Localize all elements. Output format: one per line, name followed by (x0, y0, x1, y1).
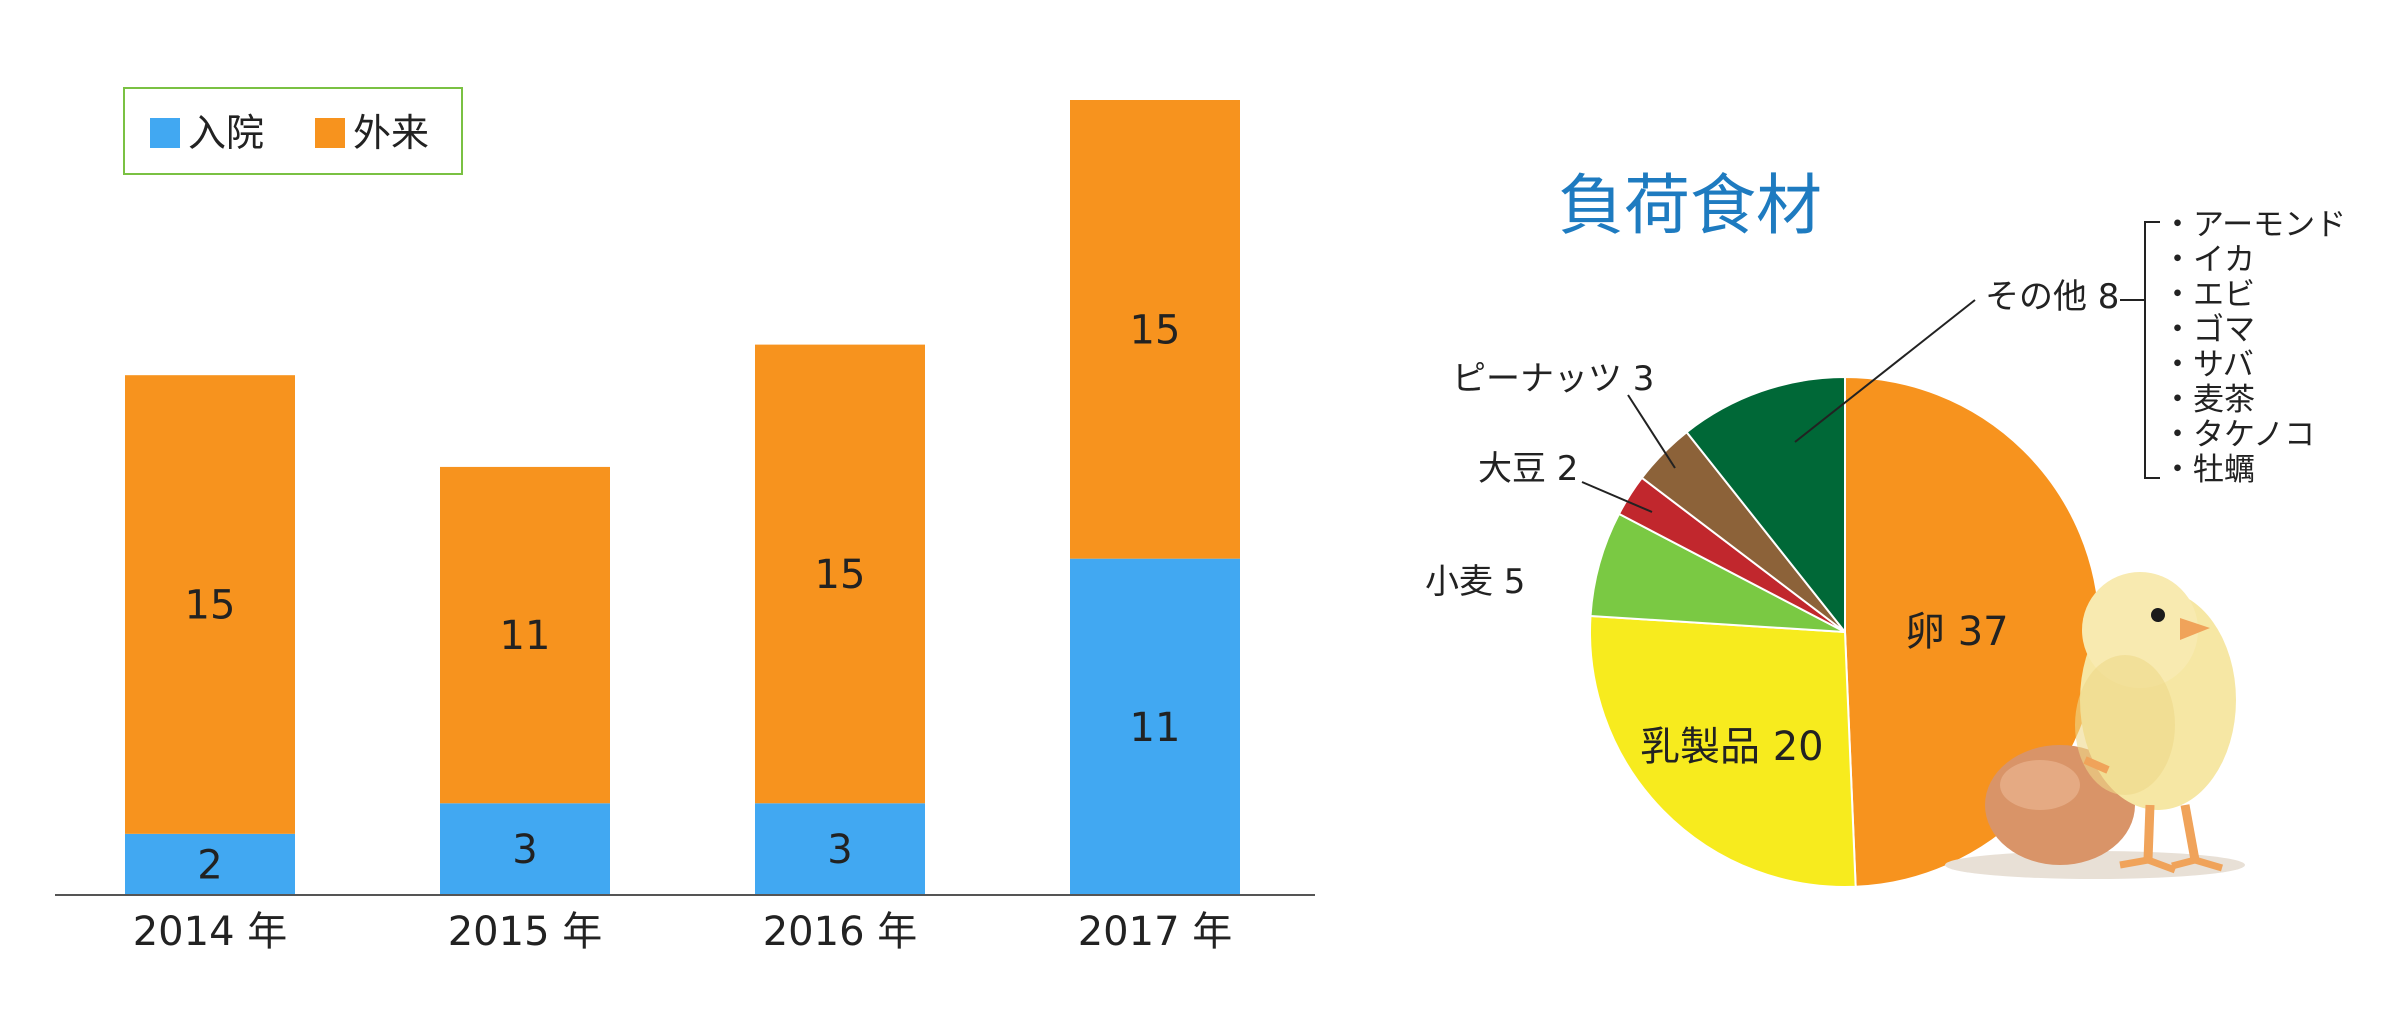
bar-outpatient-0 (125, 375, 295, 834)
x-tick-labels: 2014 年 2015 年 2016 年 2017 年 (133, 909, 1233, 955)
x-tick-label-1: 2015 年 (448, 909, 603, 955)
legend-swatch-inpatient (150, 118, 180, 148)
legend-label-outpatient: 外来 (353, 111, 429, 155)
x-tick-label-3: 2017 年 (1078, 909, 1233, 955)
slice-label-dairy: 乳製品 20 (1640, 724, 1824, 770)
data-label-outpatient-1: 11 (500, 613, 551, 659)
slice-label-peanut: ピーナッツ 3 (1452, 359, 1654, 399)
chick-icon (2075, 572, 2236, 874)
other-breakdown-item: ・ゴマ (2162, 312, 2255, 348)
x-tick-label-2: 2016 年 (763, 909, 918, 955)
pie-chart: 負荷食材 卵 37 乳製品 20 (1425, 167, 2346, 888)
x-tick-label-0: 2014 年 (133, 909, 288, 955)
data-label-inpatient-0: 2 (197, 842, 222, 888)
leader-line-peanut (1627, 394, 1676, 469)
pie-labels: 卵 37 乳製品 20 小麦 5 大豆 2 ピーナッツ 3 その他 8 ・アーモ… (1425, 207, 2346, 770)
other-breakdown-item: ・イカ (2162, 242, 2255, 278)
bar-inpatient-3 (1070, 558, 1240, 895)
pie-slice-dairy (1589, 614, 1857, 888)
other-breakdown-item: ・エビ (2162, 277, 2255, 313)
legend-box (123, 87, 463, 175)
slice-label-soy: 大豆 2 (1478, 449, 1578, 489)
data-label-inpatient-2: 3 (827, 827, 852, 873)
legend-label-inpatient: 入院 (188, 111, 264, 155)
bar-inpatient-1 (440, 803, 610, 895)
bar-series: 2 15 3 11 3 15 11 15 (125, 100, 1240, 895)
legend-swatch-outpatient (315, 118, 345, 148)
data-label-outpatient-0: 15 (185, 583, 236, 629)
other-breakdown-item: ・サバ (2162, 347, 2254, 383)
slice-label-wheat: 小麦 5 (1425, 562, 1525, 602)
legend: 入院 外来 (123, 87, 463, 175)
leader-line-other (1794, 299, 1976, 443)
other-breakdown-list: ・アーモンド・イカ・エビ・ゴマ・サバ・麦茶・タケノコ・牡蠣 (2162, 207, 2346, 488)
bar-chart: 2 15 3 11 3 15 11 15 2014 年 2015 年 2016 年 2017 年 入… (55, 87, 1315, 955)
other-breakdown-item: ・タケノコ (2162, 417, 2315, 453)
bar-inpatient-2 (755, 803, 925, 895)
bar-outpatient-3 (1070, 100, 1240, 559)
data-label-outpatient-2: 15 (815, 552, 866, 598)
chick-egg-illustration (1945, 572, 2245, 879)
slice-label-egg: 卵 37 (1905, 609, 2009, 655)
bar-inpatient-0 (125, 833, 295, 895)
other-breakdown-item: ・アーモンド (2162, 207, 2346, 243)
other-bracket (2144, 221, 2160, 479)
other-breakdown-item: ・麦茶 (2162, 382, 2255, 418)
bar-outpatient-2 (755, 344, 925, 804)
pie-slice-wheat (1589, 512, 1846, 633)
pie-title: 負荷食材 (1558, 167, 1822, 244)
leader-line-soy (1581, 481, 1653, 513)
pie-slice-other (1685, 375, 1846, 635)
other-breakdown-item: ・牡蠣 (2162, 452, 2255, 488)
data-label-inpatient-1: 3 (512, 827, 537, 873)
slice-label-other: その他 8 (1985, 277, 2119, 317)
data-label-outpatient-3: 15 (1130, 307, 1181, 353)
data-label-inpatient-3: 11 (1130, 705, 1181, 751)
bar-outpatient-1 (440, 466, 610, 804)
egg-shadow (1945, 851, 2245, 879)
